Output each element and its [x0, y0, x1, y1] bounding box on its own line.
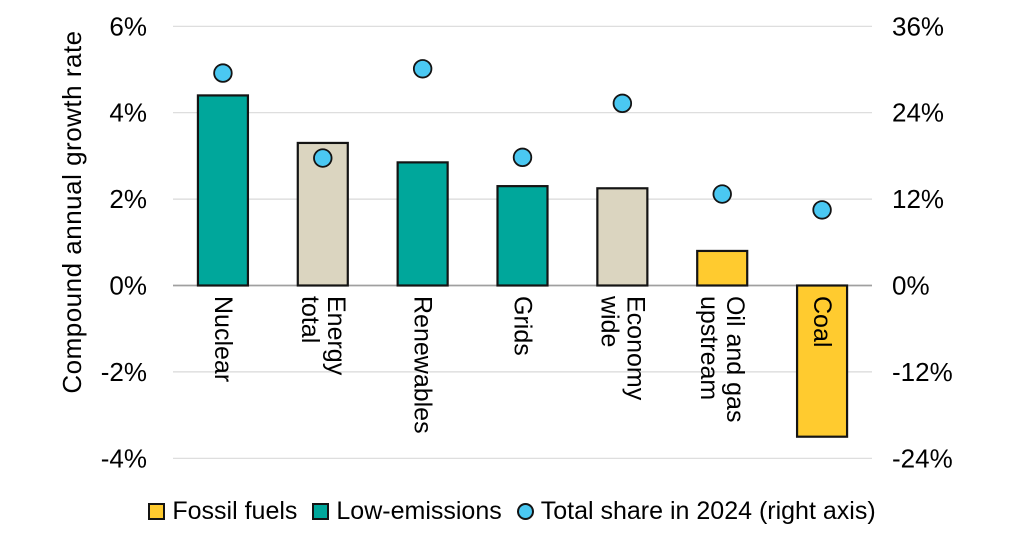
left-axis-tick-6: 6%: [109, 11, 147, 41]
category-label-energy-total-line2: total: [296, 296, 324, 343]
legend-item-total-share-in-2024-right-axis: Total share in 2024 (right axis): [516, 496, 876, 525]
category-label-group-renewables: Renewables: [409, 296, 437, 434]
right-axis-tick-0: 0%: [892, 271, 930, 301]
chart-legend: Fossil fuels Low-emissions Total share in …: [0, 493, 1024, 529]
bar-renewables: [396, 161, 449, 287]
left-axis-title-group: Compound annual growth rate: [57, 30, 87, 393]
dot-nuclear: [213, 63, 233, 83]
bar-coal: [795, 284, 849, 438]
left-axis-tick-0: 0%: [109, 271, 147, 301]
legend-square-low-emissions-icon: [312, 502, 330, 520]
dot-coal: [812, 200, 832, 220]
category-label-nuclear: Nuclear: [209, 296, 237, 382]
bar-energy-total: [296, 141, 349, 287]
left-axis-title: Compound annual growth rate: [57, 30, 87, 393]
right-axis-tick-12: 12%: [892, 184, 944, 214]
right-axis-tick-36: 36%: [892, 11, 944, 41]
dot-renewables: [412, 59, 433, 79]
bar-nuclear: [196, 94, 250, 287]
left-axis-tick-2: -2%: [101, 357, 147, 387]
left-axis-tick-2: 2%: [109, 184, 147, 214]
category-label-economy-wide-line2: wide: [595, 295, 623, 347]
category-label-energy-total-line1: Energy: [322, 296, 350, 376]
legend-label-total-share-in-2024-right-axis: Total share in 2024 (right axis): [540, 496, 876, 525]
right-axis-tick-12: -12%: [892, 357, 953, 387]
category-label-economy-wide-line1: Economy: [621, 296, 649, 401]
legend-circle-total-share-in-2024-right-axis-icon: [516, 502, 534, 520]
category-label-renewables: Renewables: [409, 296, 437, 434]
legend-square-fossil-fuels-icon: [148, 502, 166, 520]
category-label-oil-and-gas-upstream-line1: Oil and gas: [721, 296, 749, 422]
left-axis-tick-4: 4%: [109, 98, 147, 128]
bar-grids: [496, 185, 549, 287]
category-label-group-nuclear: Nuclear: [209, 296, 237, 382]
bar-economy-wide: [596, 187, 649, 287]
category-label-coal: Coal: [808, 296, 836, 347]
category-label-group-grids: Grids: [509, 296, 537, 356]
legend-label-low-emissions: Low-emissions: [336, 496, 502, 525]
dot-economy-wide: [612, 93, 633, 114]
right-axis-tick-24: -24%: [892, 443, 953, 473]
legend-item-low-emissions: Low-emissions: [312, 496, 502, 525]
category-label-group-coal: Coal: [808, 296, 836, 347]
dot-grids: [512, 147, 533, 168]
dot-oil-and-gas-upstream: [712, 184, 732, 204]
category-label-grids: Grids: [509, 296, 537, 356]
left-axis-tick-4: -4%: [101, 443, 147, 473]
right-axis-tick-24: 24%: [892, 98, 944, 128]
bar-oil-and-gas-upstream: [696, 249, 749, 287]
legend-label-fossil-fuels: Fossil fuels: [172, 496, 298, 525]
dot-energy-total: [313, 148, 333, 168]
legend-item-fossil-fuels: Fossil fuels: [148, 496, 298, 525]
category-label-oil-and-gas-upstream-line2: upstream: [695, 296, 723, 400]
